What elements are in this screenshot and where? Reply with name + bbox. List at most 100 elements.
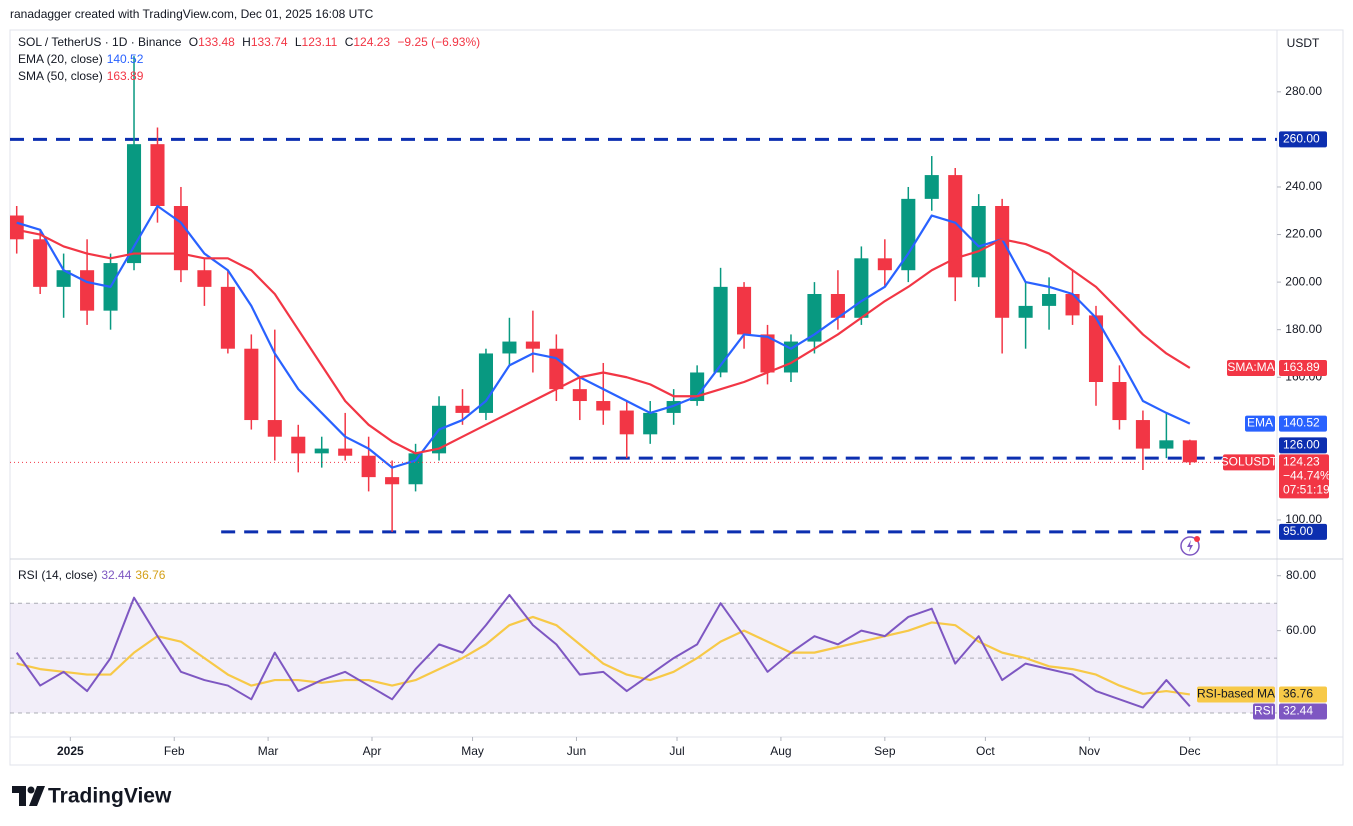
level-label-box [1279, 437, 1327, 454]
price-tag-label: SOLUSDT [1221, 454, 1278, 468]
x-tick-label: Apr [363, 744, 382, 758]
y-tick-label: 200.00 [1285, 274, 1322, 288]
candle-body [596, 401, 611, 411]
credit: ranadagger created with TradingView.com,… [10, 7, 374, 21]
ohlc-label: O [188, 35, 199, 49]
candle-body [948, 175, 963, 278]
candle-body [150, 144, 165, 206]
series-tag-box [1245, 415, 1275, 432]
logo-text: TradingView [48, 785, 172, 808]
series-tag-box [1253, 703, 1275, 720]
price-tag-countdown: 07:51:19 [1283, 482, 1330, 496]
price-tag-box [1279, 454, 1329, 499]
candle-body [478, 353, 494, 413]
series-last: 36.76 [1283, 687, 1313, 701]
y-tick-label: 60.00 [1286, 623, 1316, 637]
y-tick-label: 280.00 [1285, 84, 1322, 98]
candle-body [572, 389, 587, 402]
axes: 280.00240.00220.00200.00180.00160.00100.… [57, 84, 1331, 758]
candle-body [1159, 440, 1174, 449]
y-tick-label: 220.00 [1285, 227, 1322, 241]
series-line [16, 204, 1191, 469]
candle-body [408, 453, 423, 485]
y-tick-label: 240.00 [1285, 179, 1322, 193]
price-tag-change: −44.74% [1283, 468, 1331, 482]
y-tick-label: 100.00 [1285, 512, 1322, 526]
candle-body [455, 405, 470, 413]
candle-body [56, 270, 71, 287]
candle-body [267, 420, 282, 437]
candle-body [830, 294, 845, 318]
ohlc-label: C [344, 35, 354, 49]
candle-body [173, 206, 188, 271]
candle-body [220, 286, 235, 349]
candle-body [1065, 294, 1080, 316]
legend-symbol: SOL / TetherUS · 1D · Binance O133.48 H1… [18, 35, 484, 49]
candle-body [10, 215, 24, 240]
x-tick-label: May [461, 744, 484, 758]
ohlc-value: 133.48 [198, 35, 235, 49]
legend-value: 32.44 [101, 568, 132, 582]
x-tick-label: Oct [976, 744, 995, 758]
level-label-box [1279, 131, 1327, 148]
ohlc-value: 133.74 [250, 35, 288, 49]
series-tag-box [1197, 686, 1275, 703]
legend-value: 36.76 [135, 568, 166, 582]
candle-body [80, 270, 95, 311]
symbol: SOL / TetherUS · 1D · Binance [18, 35, 182, 49]
series-tag: SMA:MA [1227, 360, 1274, 374]
candle-body [1112, 382, 1127, 421]
candle-body [1088, 315, 1104, 382]
legend-value: 163.89 [106, 69, 144, 83]
candle-body [525, 341, 540, 349]
candle-body [995, 206, 1010, 318]
y-tick-label: 80.00 [1286, 568, 1316, 582]
series-tag: RSI [1254, 704, 1274, 718]
legend-rsi: RSI (14, close) 32.44 36.76 [18, 568, 169, 582]
candle-body [877, 258, 892, 271]
x-tick-label: 2025 [57, 744, 84, 758]
series-last: 163.89 [1283, 360, 1320, 374]
candle-body [314, 448, 329, 454]
rsi-pane [10, 593, 1277, 714]
currency: USDT [1287, 36, 1320, 50]
candle-body [361, 455, 376, 478]
x-tick-label: Aug [770, 744, 791, 758]
change: −9.25 (−6.93%) [397, 35, 481, 49]
candle-body [1182, 440, 1197, 463]
legend-sma: SMA (50, close) 163.89 [18, 69, 147, 83]
series-last-box [1279, 703, 1327, 720]
candle-body [126, 144, 142, 264]
price-pane [10, 56, 1277, 534]
candle-body [338, 448, 353, 456]
y-tick-label: 180.00 [1285, 322, 1322, 336]
candle-body [666, 401, 681, 413]
legend-name: EMA (20, close) [18, 52, 103, 66]
series-last-box [1279, 686, 1327, 703]
legend-name: RSI (14, close) [18, 568, 98, 582]
candle-body [854, 258, 869, 318]
candle-body [197, 270, 212, 287]
x-tick-label: Jun [567, 744, 586, 758]
frame [9, 29, 1344, 766]
series-tag-box [1227, 359, 1275, 376]
candle-body [760, 334, 775, 373]
candle-body [690, 372, 705, 402]
series-tag: EMA [1247, 416, 1273, 430]
ohlc-label: L [294, 35, 302, 49]
series-line [16, 615, 1191, 696]
x-tick-label: Sep [874, 744, 896, 758]
level-label: 126.00 [1283, 437, 1320, 451]
alert-icon[interactable] [1180, 536, 1200, 556]
ohlc-label: H [242, 35, 251, 49]
level-label: 95.00 [1283, 524, 1313, 538]
x-tick-label: Dec [1179, 744, 1200, 758]
candle-body [244, 348, 259, 421]
candle-body [1018, 305, 1033, 318]
candle-body [924, 175, 939, 199]
candle-body [1135, 420, 1150, 449]
x-tick-label: Jul [669, 744, 684, 758]
candle-body [1042, 294, 1057, 306]
